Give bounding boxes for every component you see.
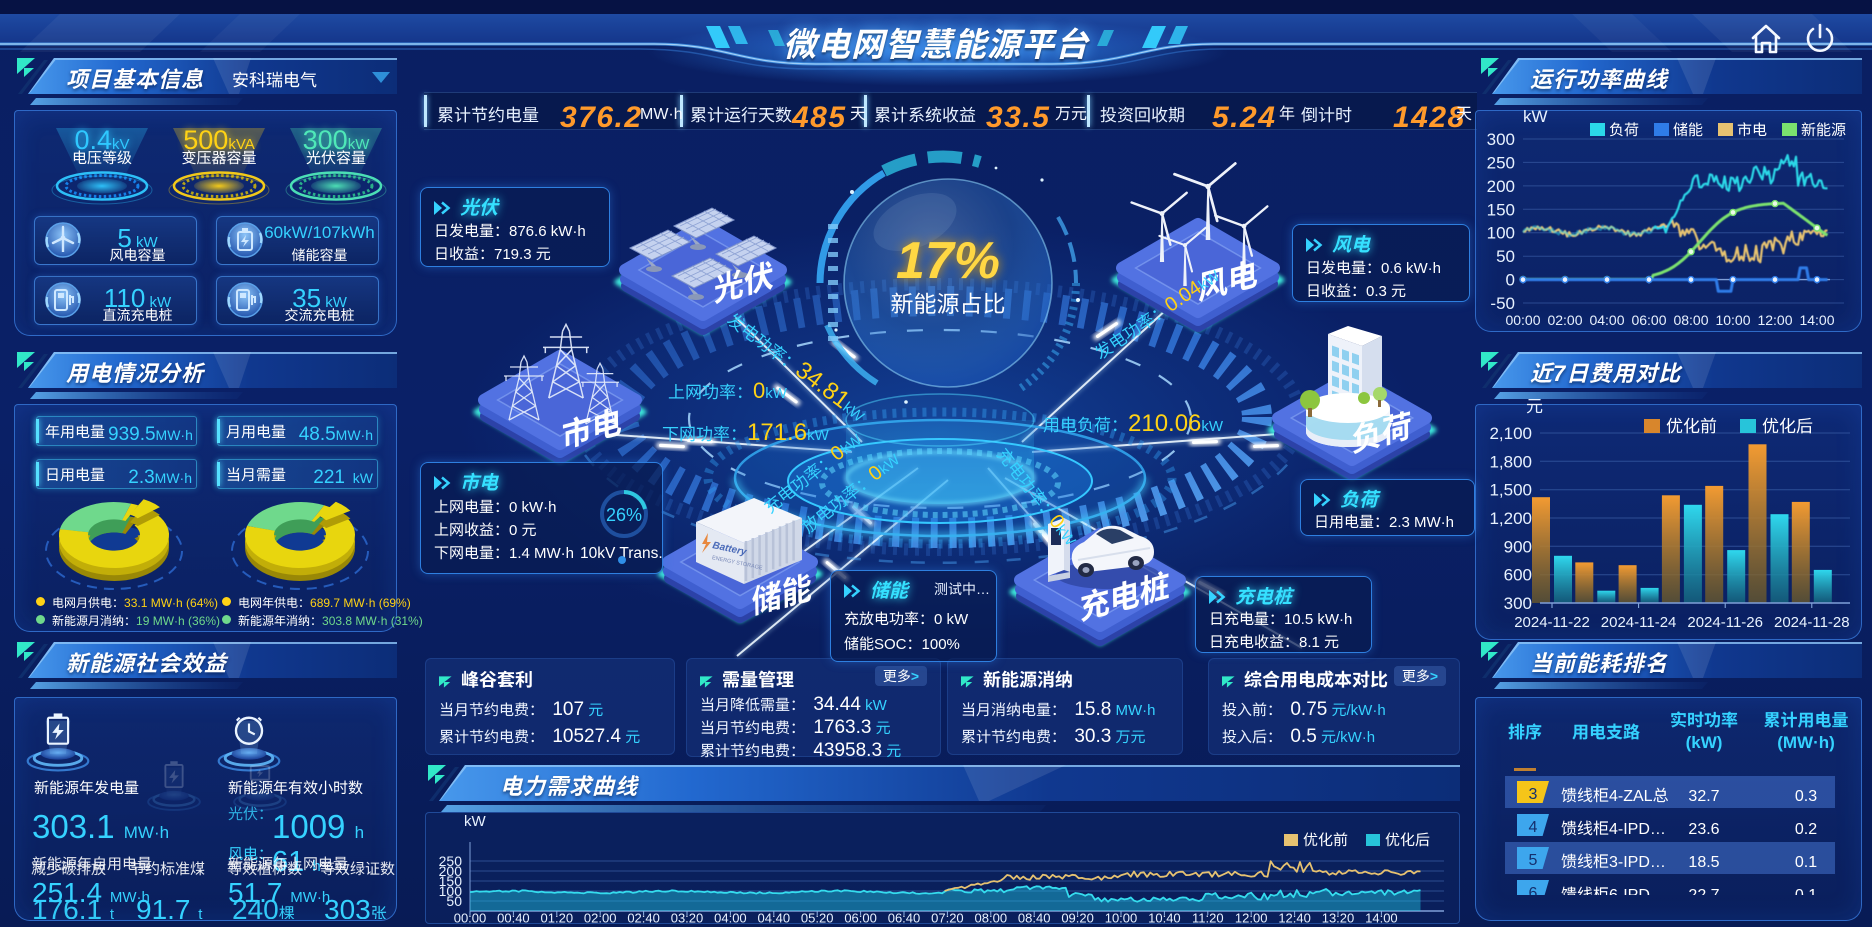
svg-text:1,200: 1,200	[1489, 504, 1532, 529]
svg-text:00:40: 00:40	[497, 908, 530, 927]
svg-text:03:20: 03:20	[671, 908, 704, 927]
svg-text:新能源: 新能源	[1801, 119, 1846, 140]
svg-text:900: 900	[1504, 532, 1532, 557]
svg-text:08:40: 08:40	[1018, 908, 1051, 927]
svg-text:用电负荷：210.06kW: 用电负荷：210.06kW	[1043, 403, 1224, 438]
svg-text:13:20: 13:20	[1322, 908, 1355, 927]
svg-text:14:00: 14:00	[1799, 310, 1834, 330]
svg-text:250: 250	[439, 851, 463, 871]
svg-text:kW: kW	[1523, 102, 1548, 127]
svg-text:新能源占比: 新能源占比	[891, 285, 1006, 319]
svg-text:02:00: 02:00	[1547, 310, 1582, 330]
svg-text:储能: 储能	[1673, 119, 1703, 140]
svg-text:100: 100	[1487, 219, 1515, 244]
svg-text:06:00: 06:00	[844, 908, 877, 927]
svg-text:02:00: 02:00	[584, 908, 617, 927]
svg-text:2024-11-24: 2024-11-24	[1601, 611, 1677, 632]
svg-text:2,100: 2,100	[1489, 419, 1532, 444]
svg-text:04:00: 04:00	[1589, 310, 1624, 330]
svg-text:14:00: 14:00	[1365, 908, 1398, 927]
svg-text:300: 300	[1487, 125, 1515, 150]
svg-text:17%: 17%	[896, 218, 1000, 293]
svg-text:02:40: 02:40	[627, 908, 660, 927]
svg-text:10:00: 10:00	[1105, 908, 1138, 927]
svg-text:元: 元	[1526, 395, 1543, 417]
svg-text:11:20: 11:20	[1192, 908, 1224, 927]
svg-text:06:40: 06:40	[888, 908, 921, 927]
svg-text:50: 50	[1496, 242, 1515, 267]
svg-text:负荷: 负荷	[1609, 119, 1639, 140]
svg-text:00:00: 00:00	[1505, 310, 1540, 330]
svg-text:26%: 26%	[606, 501, 642, 527]
svg-text:1,500: 1,500	[1489, 476, 1532, 501]
svg-text:01:20: 01:20	[541, 908, 574, 927]
svg-text:600: 600	[1504, 561, 1532, 586]
svg-text:50: 50	[446, 891, 462, 911]
svg-text:2024-11-22: 2024-11-22	[1514, 611, 1590, 632]
svg-text:08:00: 08:00	[975, 908, 1008, 927]
svg-text:优化后: 优化后	[1762, 412, 1813, 437]
svg-text:04:00: 04:00	[714, 908, 747, 927]
svg-text:-50: -50	[1490, 289, 1515, 314]
svg-text:100: 100	[439, 881, 463, 901]
svg-text:kW: kW	[464, 812, 487, 831]
svg-text:300: 300	[1504, 589, 1532, 614]
svg-text:12:00: 12:00	[1757, 310, 1792, 330]
svg-text:07:20: 07:20	[931, 908, 964, 927]
svg-text:150: 150	[439, 871, 463, 891]
svg-text:08:00: 08:00	[1673, 310, 1708, 330]
svg-text:市电: 市电	[1737, 119, 1767, 140]
svg-text:0: 0	[1506, 266, 1515, 291]
svg-text:2024-11-26: 2024-11-26	[1687, 611, 1763, 632]
svg-text:04:40: 04:40	[758, 908, 791, 927]
svg-text:200: 200	[439, 861, 463, 881]
svg-text:优化前: 优化前	[1303, 829, 1348, 850]
svg-text:12:00: 12:00	[1235, 908, 1268, 927]
svg-text:06:00: 06:00	[1631, 310, 1666, 330]
svg-text:150: 150	[1487, 195, 1515, 220]
svg-text:1,800: 1,800	[1489, 447, 1532, 472]
svg-text:Battery: Battery	[711, 536, 748, 558]
svg-text:2024-11-28: 2024-11-28	[1774, 611, 1850, 632]
svg-text:00:00: 00:00	[454, 908, 487, 927]
svg-text:05:20: 05:20	[801, 908, 834, 927]
svg-text:10:00: 10:00	[1715, 310, 1750, 330]
svg-text:250: 250	[1487, 148, 1515, 173]
svg-text:200: 200	[1487, 172, 1515, 197]
svg-text:优化前: 优化前	[1666, 412, 1717, 437]
svg-text:09:20: 09:20	[1061, 908, 1094, 927]
svg-text:优化后: 优化后	[1385, 829, 1430, 850]
svg-text:10:40: 10:40	[1148, 908, 1181, 927]
svg-text:12:40: 12:40	[1278, 908, 1311, 927]
